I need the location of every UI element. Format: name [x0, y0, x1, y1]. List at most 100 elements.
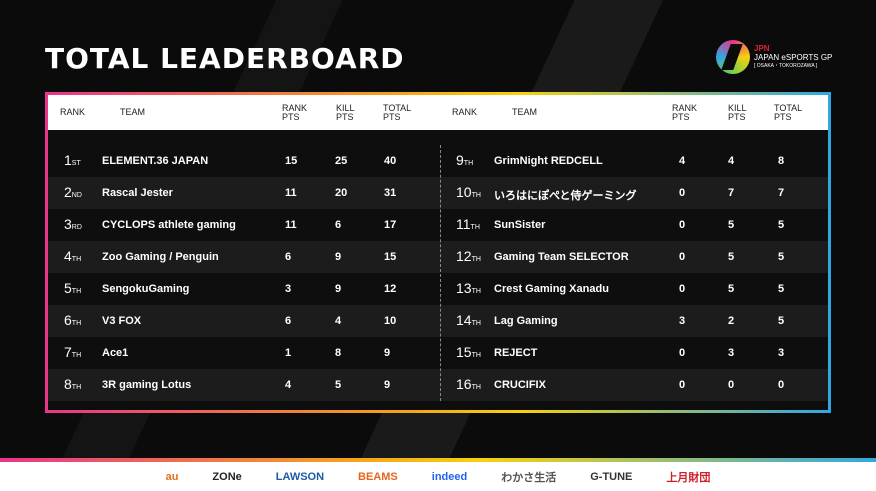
- rp: 3: [285, 283, 292, 295]
- team-name: GrimNight REDCELL: [494, 155, 603, 167]
- sponsor-logo: ZONe: [212, 470, 242, 483]
- kp: 5: [728, 283, 735, 295]
- table-row: 3RD CYCLOPS athlete gaming 11 6 17 11TH SunSis…: [48, 209, 828, 241]
- team-name: V3 FOX: [102, 315, 142, 327]
- tp: 12: [384, 283, 397, 295]
- tp: 15: [384, 251, 397, 263]
- kp: 3: [728, 347, 735, 359]
- rank: 2ND: [64, 184, 82, 200]
- tp: 40: [384, 155, 397, 167]
- rank: 9TH: [456, 152, 474, 168]
- col-team: TEAM: [120, 107, 146, 117]
- kp: 5: [335, 379, 342, 391]
- table-row: 5TH SengokuGaming 3 9 12 13TH Crest Gaming Xan…: [48, 273, 828, 305]
- logo-top: JPN: [754, 43, 770, 53]
- sponsor-logo: 上月財団: [666, 471, 711, 484]
- team-name: Crest Gaming Xanadu: [494, 283, 609, 295]
- rp: 11: [285, 219, 297, 231]
- team-name: いろはにぽぺと侍ゲーミング: [494, 190, 637, 202]
- logo-sub: [ OSAKA・TOKOROZAWA ]: [754, 62, 818, 69]
- rank: 4TH: [64, 248, 82, 264]
- kp: 6: [335, 219, 342, 231]
- team-name: Gaming Team SELECTOR: [494, 251, 629, 263]
- table-row: 7TH Ace1 1 8 9 15TH REJECT 0 3 3: [48, 337, 828, 369]
- rank: 5TH: [64, 280, 82, 296]
- leaderboard: RANK TEAM RANK PTS KILL PTS TOTAL PTS RANK …: [45, 92, 831, 413]
- table-row: 1ST ELEMENT.36 JAPAN 15 25 40 9TH GrimNight RE…: [48, 145, 828, 177]
- rp: 15: [285, 155, 298, 167]
- rank: 10TH: [456, 184, 481, 200]
- rp: 1: [285, 347, 292, 359]
- table-row: 4TH Zoo Gaming / Penguin 6 9 15 12TH Gaming Te…: [48, 241, 828, 273]
- table-body: 1ST ELEMENT.36 JAPAN 15 25 40 9TH GrimNight RE…: [48, 145, 828, 401]
- col-kill-pts-2: KILL PTS: [728, 103, 747, 122]
- column-divider: [440, 145, 441, 401]
- kp: 5: [728, 219, 735, 231]
- col-total-pts-2: TOTAL PTS: [774, 103, 803, 122]
- team-name: SunSister: [494, 219, 546, 231]
- team-name: Zoo Gaming / Penguin: [102, 251, 219, 263]
- kp: 9: [335, 251, 342, 263]
- team-name: 3R gaming Lotus: [102, 379, 192, 391]
- rp: 0: [679, 251, 686, 263]
- sponsor-bar: au ZONe LAWSON BEAMS indeed わかさ生活 G-TUNE 上月財団: [0, 458, 876, 491]
- col-rank-pts-2: RANK PTS: [672, 103, 698, 122]
- rp: 4: [285, 379, 292, 391]
- rank: 13TH: [456, 280, 481, 296]
- tp: 7: [778, 187, 785, 199]
- kp: 9: [335, 283, 342, 295]
- sponsor-logo: indeed: [431, 470, 468, 483]
- logo-mark-icon: [716, 40, 750, 74]
- tp: 0: [778, 379, 785, 391]
- kp: 0: [728, 379, 735, 391]
- team-name: CRUCIFIX: [494, 379, 546, 391]
- kp: 25: [335, 155, 348, 167]
- team-name: CYCLOPS athlete gaming: [102, 219, 236, 231]
- tp: 5: [778, 283, 785, 295]
- kp: 7: [728, 187, 735, 199]
- sponsor-logo: LAWSON: [275, 470, 325, 483]
- rp: 6: [285, 315, 292, 327]
- kp: 5: [728, 251, 735, 263]
- tp: 9: [384, 379, 391, 391]
- tp: 10: [384, 315, 397, 327]
- col-team-2: TEAM: [512, 107, 538, 117]
- kp: 2: [728, 315, 735, 327]
- tp: 5: [778, 219, 785, 231]
- tp: 3: [778, 347, 785, 359]
- rp: 4: [679, 155, 686, 167]
- col-total-pts: TOTAL PTS: [383, 103, 412, 122]
- table-row: 2ND Rascal Jester 11 20 31 10TH いろはにぽぺと侍ゲーミング 0…: [48, 177, 828, 209]
- tp: 5: [778, 315, 785, 327]
- table-row: 8TH 3R gaming Lotus 4 5 9 16TH CRUCIFIX 0 0 0: [48, 369, 828, 401]
- rank: 6TH: [64, 312, 82, 328]
- team-name: ELEMENT.36 JAPAN: [102, 155, 209, 167]
- rp: 0: [679, 283, 686, 295]
- col-rank: RANK: [60, 107, 86, 117]
- rp: 11: [285, 187, 297, 199]
- team-name: REJECT: [494, 347, 538, 359]
- tp: 8: [778, 155, 785, 167]
- rank: 15TH: [456, 344, 481, 360]
- kp: 8: [335, 347, 342, 359]
- rank: 3RD: [64, 216, 82, 232]
- col-rank-2: RANK: [452, 107, 478, 117]
- logo-name: JAPAN eSPORTS GP: [754, 52, 833, 62]
- sponsor-logo: BEAMS: [358, 470, 398, 483]
- kp: 4: [728, 155, 735, 167]
- col-kill-pts: KILL PTS: [336, 103, 355, 122]
- team-name: Ace1: [102, 347, 129, 359]
- team-name: Lag Gaming: [494, 315, 558, 327]
- rp: 0: [679, 379, 686, 391]
- tp: 31: [384, 187, 397, 199]
- sponsor-logo: G-TUNE: [590, 470, 633, 483]
- rank: 12TH: [456, 248, 481, 264]
- page-title: TOTAL LEADERBOARD: [45, 42, 405, 75]
- kp: 4: [335, 315, 342, 327]
- rp: 0: [679, 219, 686, 231]
- rank: 11TH: [456, 216, 480, 232]
- tp: 17: [384, 219, 397, 231]
- rank: 8TH: [64, 376, 82, 392]
- rp: 0: [679, 347, 686, 359]
- rank: 7TH: [64, 344, 82, 360]
